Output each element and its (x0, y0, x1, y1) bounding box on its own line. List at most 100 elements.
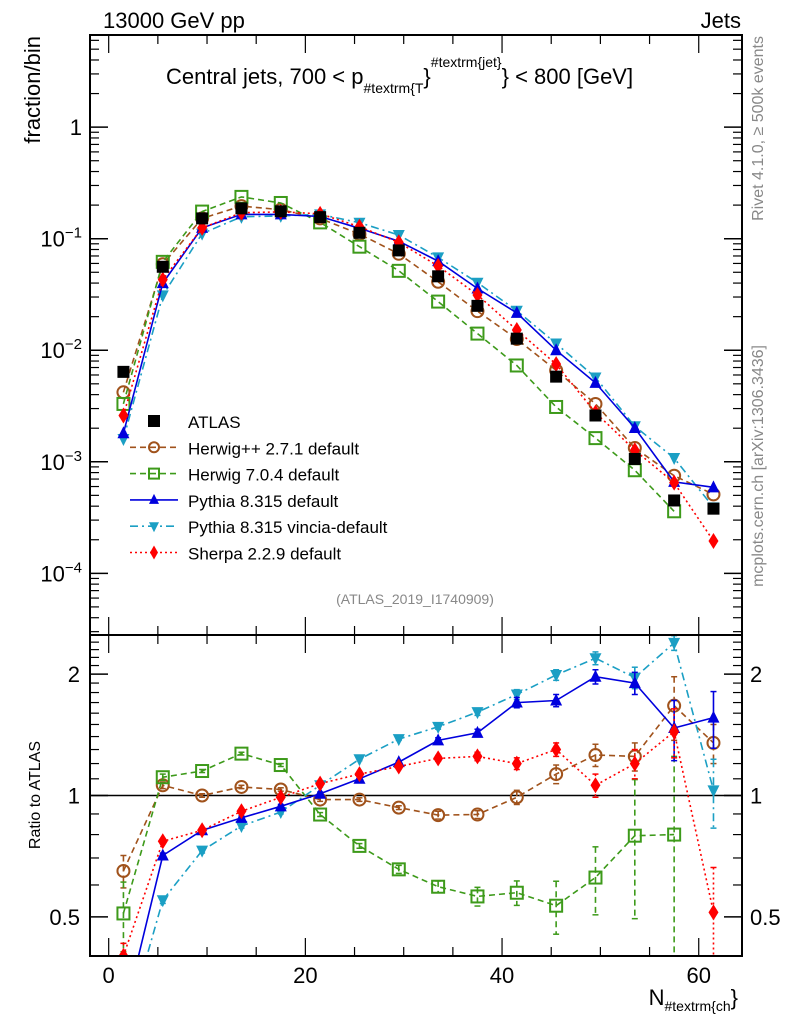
legend-label: Sherpa 2.2.9 default (188, 545, 341, 564)
ratio-data-point (629, 755, 640, 772)
ratio-data-point (354, 766, 365, 783)
ratio-series-line (122, 704, 715, 872)
ratio-y-tick-label: 2 (68, 662, 80, 687)
data-point (433, 258, 444, 275)
ratio-data-point (550, 669, 563, 682)
ratio-data-point (510, 695, 523, 708)
legend-label: ATLAS (188, 413, 241, 432)
ratio-data-point (196, 845, 209, 858)
x-tick-label: 20 (293, 963, 317, 988)
main-y-tick-label: 10−3 (40, 448, 82, 475)
data-point (668, 453, 681, 466)
legend-item-pythia-8-315-vincia-default: Pythia 8.315 vincia-default (130, 518, 388, 537)
ratio-data-point (391, 800, 406, 815)
ratio-data-point (549, 898, 564, 913)
ratio-data-point (510, 689, 523, 702)
main-y-tick-label: 1 (70, 115, 82, 140)
data-point (549, 399, 564, 414)
legend-marker (148, 441, 160, 454)
data-point (157, 271, 168, 288)
analysis-id-annotation: (ATLAS_2019_I1740909) (336, 591, 494, 607)
ratio-series-line (137, 675, 714, 956)
legend-label: Herwig++ 2.7.1 default (188, 439, 359, 458)
main-ylabel: fraction/bin (20, 36, 45, 144)
data-point (669, 474, 680, 491)
data-point (118, 407, 129, 424)
ratio-axis-ticks: 0.5 0.51 12 20 20 40 60 (49, 635, 781, 988)
data-point (431, 294, 446, 309)
legend-item-sherpa-2-2-9-default: Sherpa 2.2.9 default (130, 545, 341, 564)
title-pre: Central jets, 700 < p (166, 64, 364, 89)
rivet-version-label: Rivet 4.1.0, ≥ 500k events (750, 36, 767, 221)
title-sub: #textrm{T (364, 80, 424, 96)
ratio-data-point (588, 870, 603, 885)
data-point (117, 426, 130, 439)
header-process-label: Jets (701, 8, 741, 33)
data-point (392, 244, 405, 257)
ratio-data-point (117, 1011, 129, 1023)
ratio-y-tick-label-right: 2 (750, 662, 762, 687)
ratio-series-herwig-2-7-1-default (116, 675, 721, 889)
legend-label: Pythia 8.315 default (188, 492, 339, 511)
data-point (471, 299, 484, 312)
ratio-y-tick-label-right: 0.5 (750, 905, 781, 930)
ratio-data-point (155, 770, 170, 785)
legend-item-atlas: ATLAS (148, 413, 241, 432)
ratio-data-point (235, 821, 248, 834)
ratio-data-point (118, 948, 129, 956)
data-point (353, 226, 366, 239)
ratio-data-point (549, 767, 564, 782)
x-tick-label: 40 (490, 963, 514, 988)
ratio-data-point (275, 789, 286, 806)
ratio-xlabel: N#textrm{ch} (649, 985, 738, 1014)
ratio-data-point (392, 734, 405, 747)
data-point (391, 263, 406, 278)
ratio-series-line (122, 730, 715, 956)
x-tick-label: 0 (103, 963, 115, 988)
ratio-data-point (273, 758, 288, 773)
ratio-data-point (156, 895, 169, 908)
data-point (117, 365, 130, 378)
series-atlas (117, 202, 720, 515)
ratio-data-point (157, 833, 168, 850)
legend-marker (150, 545, 158, 560)
title-close1: } (423, 64, 430, 89)
ratio-data-point (236, 803, 247, 820)
main-y-tick-label: 10−1 (40, 225, 82, 252)
title-post: } < 800 [GeV] (502, 64, 633, 89)
main-y-tick-label: 10−2 (40, 336, 82, 363)
ratio-data-point (432, 733, 445, 746)
ratio-data-point (352, 792, 367, 807)
data-point (551, 356, 562, 373)
ratio-data-point (708, 904, 719, 921)
data-point (588, 431, 603, 446)
ratio-plot-frame (89, 634, 743, 957)
data-point (472, 286, 483, 303)
data-point (235, 202, 248, 215)
data-point (628, 420, 641, 433)
series-line (122, 205, 714, 496)
ratio-data-point (667, 827, 682, 842)
ratio-series-line (146, 641, 715, 956)
data-point (274, 205, 287, 218)
data-point (550, 343, 563, 356)
ratio-data-point (669, 723, 680, 740)
ratio-y-tick-label-right: 1 (750, 784, 762, 809)
ratio-y-tick-label: 1 (68, 784, 80, 809)
legend-item-herwig-2-7-1-default: Herwig++ 2.7.1 default (130, 439, 359, 458)
ratio-data-point (116, 906, 131, 921)
ratio-data-point (393, 758, 404, 775)
series-line (122, 213, 714, 489)
legend: ATLAS Herwig++ 2.7.1 default Herwig 7.0.4 … (130, 413, 388, 564)
legend-item-herwig-7-0-4-default: Herwig 7.0.4 default (130, 466, 339, 485)
ratio-data-point (550, 693, 563, 706)
data-point (314, 211, 327, 224)
ratio-data-point (509, 885, 524, 900)
ratio-data-point (431, 808, 446, 823)
main-y-tick-label: 10−4 (40, 559, 82, 586)
data-point (668, 494, 681, 507)
ratio-data-point (628, 676, 641, 689)
series-line (122, 211, 715, 542)
ratio-data-point (470, 807, 485, 822)
ratio-data-point (234, 746, 249, 761)
